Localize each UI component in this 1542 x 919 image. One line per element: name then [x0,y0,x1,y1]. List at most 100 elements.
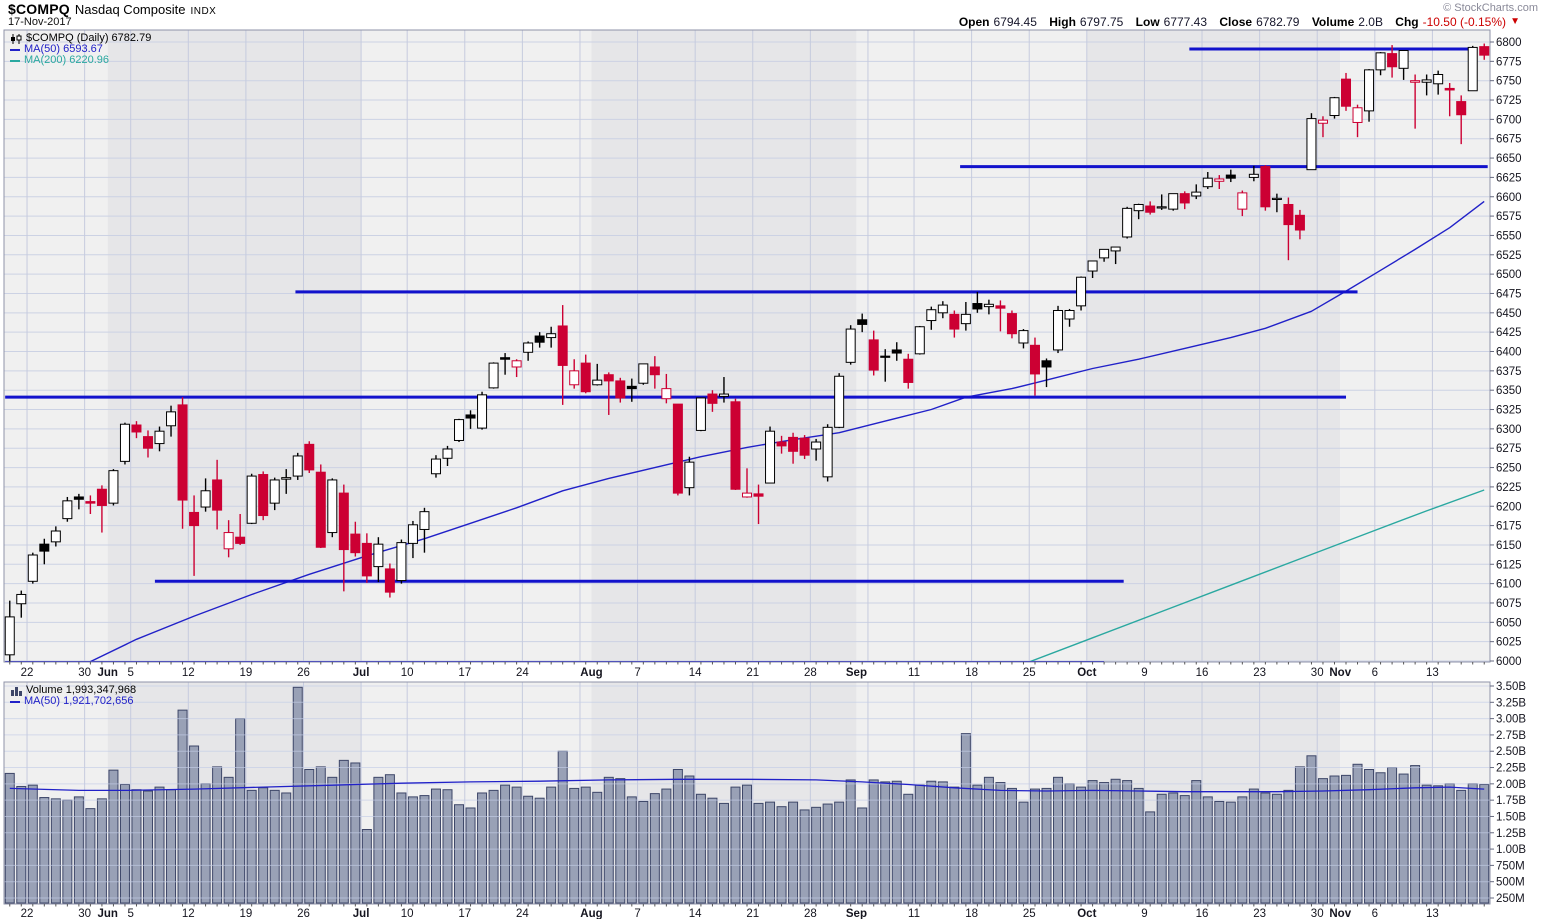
candle [119,423,130,462]
candle [1168,193,1179,210]
candle [1179,193,1190,204]
candle [454,419,465,441]
date-tick-label: Nov [1329,667,1351,679]
date-tick-label: 17 [458,667,471,679]
candle [695,397,706,431]
volume-value: 2.0B [1358,15,1383,29]
candle [269,479,280,504]
volume-bar [891,780,902,904]
price-tick-label: 6600 [1496,192,1522,204]
ma200-legend-label: MA(200) 6220.96 [24,54,109,66]
volume-bar [384,774,395,904]
volume-bar [569,787,580,904]
date-tick-label: Jun [97,908,117,919]
volume-bar [1214,800,1225,904]
date-tick-label: 18 [965,667,978,679]
volume-bar [292,686,303,904]
price-tick-label: 6475 [1496,288,1522,300]
volume-bar [85,808,96,904]
volume-bar [27,784,38,904]
candle [603,374,614,382]
volume-bar [845,779,856,904]
close-label: Close [1219,15,1253,29]
date-tick-label: 17 [458,908,471,919]
candle [1087,260,1098,272]
volume-bar [1168,792,1179,904]
date-tick-label: 19 [240,908,253,919]
volume-bar [1398,773,1409,904]
candle [246,475,257,524]
date-tick-label: 26 [297,667,310,679]
candle [1364,69,1375,112]
volume-bar [1237,796,1248,904]
volume-bar [1029,788,1040,904]
high-label: High [1049,15,1076,29]
date-tick-label: 16 [1196,667,1209,679]
volume-bar [1283,789,1294,904]
candle [1317,119,1328,124]
ma200-line [1027,489,1485,662]
volume-bar [1479,783,1490,904]
candle [166,411,177,427]
volume-bar [880,781,891,904]
price-tick-label: 6050 [1496,617,1522,629]
price-tick-label: 6175 [1496,521,1522,533]
price-tick-label: 6375 [1496,366,1522,378]
volume-bar [396,792,407,904]
candle [223,532,234,550]
date-tick-label: Aug [580,908,602,919]
candle [1018,330,1029,344]
candle [1041,360,1052,368]
candle [960,313,971,325]
chg-label: Chg [1395,15,1419,29]
candle [465,414,476,419]
candle [1133,203,1144,212]
candle [304,443,315,471]
volume-bar [212,766,223,904]
volume-bar [1260,792,1271,904]
date-tick-label: 7 [634,667,640,679]
candle [1099,248,1110,259]
volume-bar [1018,801,1029,904]
price-tick-label: 6625 [1496,172,1522,184]
candle [50,530,61,543]
volume-bar [1191,780,1202,904]
candle [592,379,603,386]
candle [142,436,153,449]
candle [1214,178,1225,182]
volume-bar [442,789,453,904]
candle [1064,309,1075,320]
volume-bar [557,750,568,904]
candle [477,394,488,429]
volume-ma50-swatch [10,700,20,703]
candle [189,511,200,527]
volume-bar [131,789,142,904]
candle [742,492,752,498]
volume-bar [1064,783,1075,904]
stockcharts-credit-link[interactable]: © StockCharts.com [1443,2,1538,14]
candle [1444,87,1455,91]
volume-bar [718,802,729,904]
volume-bar [1225,801,1236,904]
volume-bar [269,789,280,904]
volume-bar [62,799,73,904]
volume-bar [361,829,372,904]
candle [765,430,776,484]
candle [1029,344,1040,375]
volume-bar [315,766,326,904]
candle [661,388,672,400]
date-tick-label: 6 [1372,908,1378,919]
candle [212,479,223,511]
date-tick-label: 30 [78,908,91,919]
candle [1479,46,1490,56]
chg-down-arrow-icon[interactable]: ▼ [1510,16,1520,27]
volume-bar [73,796,84,904]
volume-legend-label: Volume 1,993,347,968 [26,684,137,696]
volume-bar [189,745,200,904]
candle [350,533,361,554]
candle [1294,214,1305,231]
candle [39,543,50,552]
candle [914,326,925,355]
date-tick-label: 24 [516,908,529,919]
volume-tick-label: 250M [1496,893,1525,905]
